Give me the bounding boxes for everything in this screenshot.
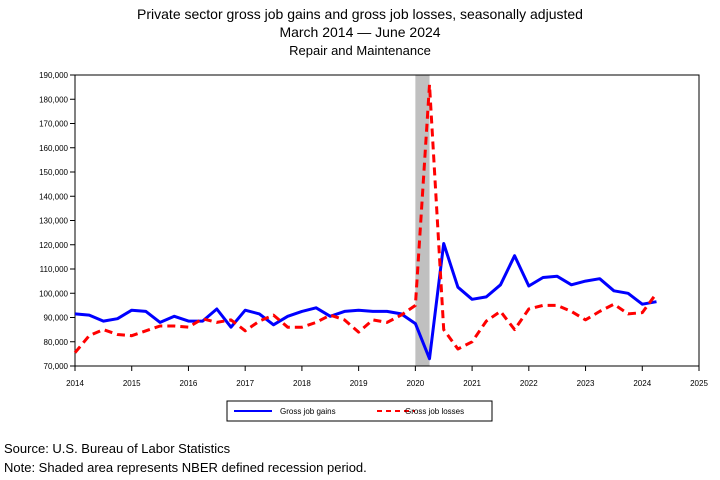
date-range-start: March 2014: [279, 24, 354, 40]
y-tick-label: 150,000: [39, 168, 68, 177]
y-tick-label: 180,000: [39, 95, 68, 104]
x-tick-label: 2025: [690, 379, 708, 388]
y-tick-label: 190,000: [39, 71, 68, 80]
y-tick-label: 120,000: [39, 241, 68, 250]
x-tick-label: 2024: [633, 379, 651, 388]
x-tick-label: 2019: [350, 379, 368, 388]
y-tick-label: 140,000: [39, 192, 68, 201]
y-tick-label: 160,000: [39, 144, 68, 153]
legend-box: [226, 400, 493, 422]
legend-losses-label: Gross job losses: [405, 407, 464, 416]
chart-date-range: March 2014 — June 2024: [0, 23, 720, 41]
y-tick-label: 110,000: [40, 265, 69, 274]
losses-line: [73, 83, 658, 354]
recession-note: Note: Shaded area represents NBER define…: [4, 460, 367, 475]
x-tick-label: 2022: [520, 379, 538, 388]
line-chart: 70,000 80,000 90,000 100,000 110,000 120,000 1…: [39, 71, 708, 422]
y-tick-label: 130,000: [39, 217, 68, 226]
chart-subtitle: Repair and Maintenance: [289, 43, 431, 58]
legend-gains-label: Gross job gains: [280, 407, 336, 416]
y-tick-label: 90,000: [44, 314, 69, 323]
x-tick-label: 2020: [406, 379, 424, 388]
chart-title: Private sector gross job gains and gross…: [137, 6, 583, 22]
date-range-separator: —: [357, 24, 372, 40]
x-tick-label: 2017: [236, 379, 254, 388]
x-tick-label: 2018: [293, 379, 311, 388]
recession-shade: [415, 75, 430, 366]
source-note: Source: U.S. Bureau of Labor Statistics: [4, 441, 231, 456]
x-tick-label: 2016: [180, 379, 198, 388]
y-tick-label: 70,000: [44, 362, 69, 371]
y-tick-label: 170,000: [39, 120, 68, 129]
y-tick-label: 100,000: [39, 289, 68, 298]
date-range-end: June 2024: [375, 24, 441, 40]
x-tick-label: 2015: [123, 379, 141, 388]
x-tick-label: 2023: [577, 379, 595, 388]
y-tick-label: 80,000: [44, 338, 69, 347]
gains-line: [74, 242, 657, 361]
x-tick-label: 2014: [66, 379, 84, 388]
x-tick-label: 2021: [463, 379, 481, 388]
